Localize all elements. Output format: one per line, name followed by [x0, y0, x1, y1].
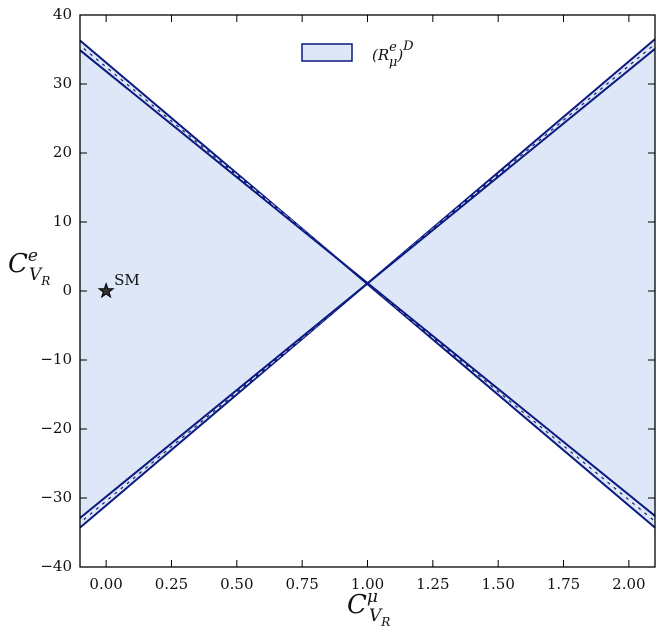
dashed-line	[79, 44, 656, 522]
region	[367, 39, 655, 528]
y-tick-label: 0	[62, 281, 72, 299]
sm-label: SM	[114, 271, 140, 289]
y-tick-label: 10	[53, 212, 72, 230]
legend-sup: e	[389, 40, 397, 55]
x-tick-label: 1.50	[481, 575, 514, 593]
y-tick-label: −20	[40, 419, 72, 437]
label-main: C	[8, 249, 28, 279]
legend-sub: μ	[389, 55, 397, 70]
x-tick-label: 0.75	[285, 575, 318, 593]
label-sub: V	[29, 265, 43, 285]
y-tick-label: 20	[53, 143, 72, 161]
x-tick-label: 0.00	[89, 575, 122, 593]
y-tick-label: 40	[53, 5, 72, 23]
y-tick-label: −40	[40, 557, 72, 575]
x-tick-label: 1.75	[547, 575, 580, 593]
band-line	[79, 48, 656, 519]
label-sup: e	[28, 246, 38, 266]
y-tick-label: −30	[40, 488, 72, 506]
xlabel-axis-label: Cμ VR	[347, 587, 390, 629]
label-sub: V	[369, 606, 383, 626]
label-subsub: R	[40, 274, 50, 288]
x-tick-label: 0.25	[155, 575, 188, 593]
legend-swatch	[301, 43, 353, 62]
x-tick-label: 1.25	[416, 575, 449, 593]
label-main: C	[347, 590, 367, 620]
legend-open: (R	[372, 46, 389, 64]
ylabel-axis-label: Ce VR	[8, 246, 50, 288]
x-tick-label: 2.00	[612, 575, 645, 593]
legend-close: )	[396, 46, 403, 64]
label-subsub: R	[380, 615, 390, 629]
sm-star	[97, 281, 115, 299]
dashed-line	[79, 43, 656, 524]
legend-label: (Re μ)D	[372, 39, 414, 70]
x-tick-label: 1.00	[351, 575, 384, 593]
region	[80, 40, 368, 528]
y-tick-label: −10	[40, 350, 72, 368]
legend-outer-sup: D	[402, 39, 414, 54]
x-tick-label: 0.50	[220, 575, 253, 593]
label-sup: μ	[367, 587, 378, 607]
y-tick-label: 30	[53, 74, 72, 92]
